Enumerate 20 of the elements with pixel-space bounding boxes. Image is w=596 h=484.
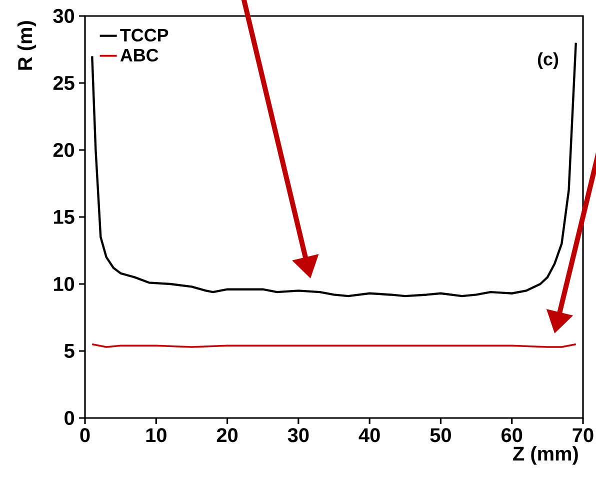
x-tick-label: 10 (146, 428, 166, 442)
x-tick-label: 50 (430, 428, 451, 442)
x-tick-label: 0 (80, 428, 90, 442)
y-tick-label: 0 (64, 410, 74, 426)
annotation: (c) (538, 52, 558, 69)
legend-label: ABC (120, 48, 158, 62)
x-tick-label: 70 (572, 428, 594, 442)
y-tick-label: 10 (54, 276, 74, 292)
x-tick-label: 40 (358, 428, 380, 442)
y-axis-title: R (m) (17, 21, 36, 70)
x-tick-label: 60 (502, 428, 522, 442)
x-tick-label: 20 (216, 428, 238, 442)
y-tick-label: 30 (53, 8, 74, 24)
x-tick-label: 30 (288, 428, 309, 442)
x-axis-title: Z (mm) (513, 446, 578, 465)
legend-label: TCCP (120, 28, 168, 42)
y-tick-label: 20 (53, 142, 74, 158)
y-tick-label: 5 (64, 344, 74, 358)
y-tick-label: 15 (54, 210, 74, 224)
y-tick-label: 25 (53, 76, 74, 90)
